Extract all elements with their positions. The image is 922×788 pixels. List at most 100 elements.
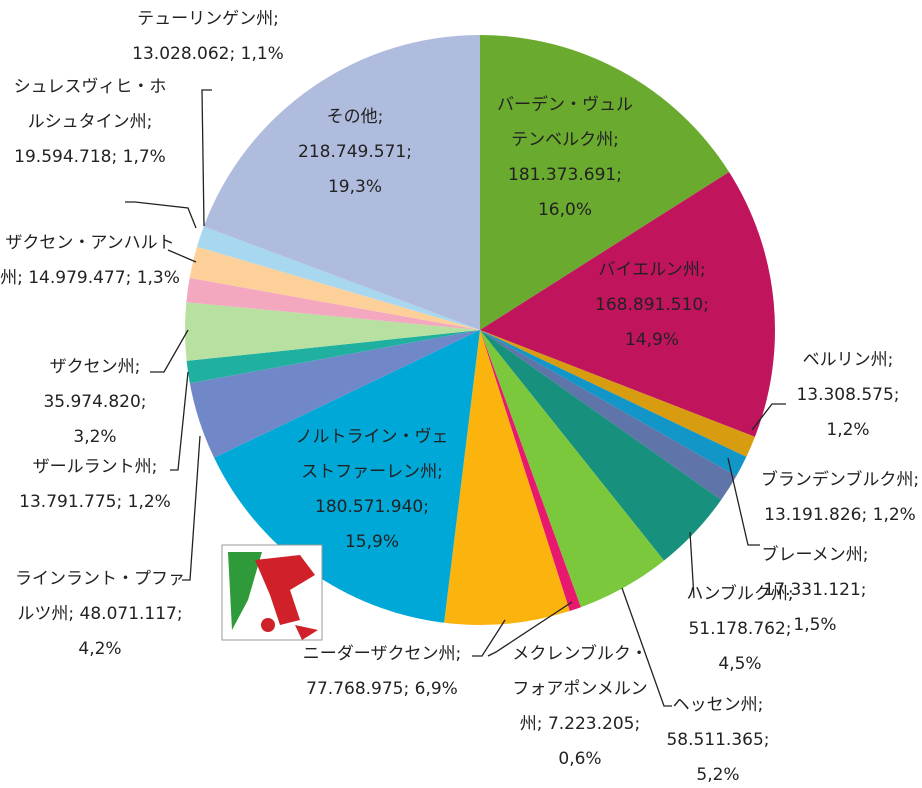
- leader-line: [621, 587, 672, 707]
- data-label: ブランデンブルク州; 13.191.826; 1,2%: [755, 463, 922, 533]
- value-label: 180.571.940: [315, 497, 424, 517]
- separator: ;: [423, 497, 429, 517]
- leader-line: [182, 435, 201, 581]
- data-label: ハンブルク州; 51.178.762; 4,5%: [670, 577, 810, 682]
- pie: [184, 34, 775, 625]
- category-name: ベルリン州: [802, 350, 888, 370]
- pie-slice: [444, 330, 570, 625]
- leader-line: [487, 601, 573, 657]
- category-name: メクレンブルク・フォアポンメルン州: [512, 644, 648, 734]
- percent-label: 4,2%: [78, 639, 122, 659]
- separator: ;: [536, 714, 543, 734]
- data-label: テューリンゲン州; 13.028.062; 1,1%: [128, 2, 288, 72]
- value-label: 19.594.718: [14, 147, 112, 167]
- separator: ;: [861, 505, 868, 525]
- percent-label: 1,1%: [240, 44, 284, 64]
- separator: ;: [699, 260, 706, 280]
- percent-label: 3,2%: [73, 427, 117, 447]
- percent-label: 1,2%: [872, 505, 916, 525]
- separator: ;: [787, 584, 794, 604]
- separator: ;: [176, 604, 183, 624]
- separator: ;: [146, 112, 153, 132]
- separator: ;: [616, 165, 622, 185]
- separator: ;: [125, 268, 132, 288]
- value-label: 51.178.762: [688, 619, 786, 639]
- data-label: ノルトライン・ヴェストファーレン州; 180.571.940; 15,9%: [290, 420, 455, 560]
- separator: ;: [763, 730, 770, 750]
- data-label: ザクセン州; 35.974.820; 3,2%: [20, 350, 170, 455]
- percent-label: 1,2%: [127, 492, 171, 512]
- value-label: 7.223.205: [547, 714, 635, 734]
- value-label: 168.891.510: [595, 295, 704, 315]
- separator: ;: [913, 470, 920, 490]
- pie-slice: [480, 330, 747, 476]
- pie-slice: [184, 302, 480, 361]
- value-label: 13.791.775: [19, 492, 117, 512]
- separator: ;: [757, 695, 764, 715]
- percent-label: 5,2%: [696, 765, 740, 785]
- pie-slice: [203, 34, 481, 330]
- separator: ;: [887, 350, 894, 370]
- data-label: シュレスヴィヒ・ホルシュタイン州; 19.594.718; 1,7%: [10, 70, 170, 175]
- leader-line: [170, 371, 189, 471]
- pie-slice: [189, 246, 480, 330]
- leader-line: [201, 89, 212, 227]
- logo: [221, 544, 323, 641]
- leader-line: [727, 457, 760, 546]
- leader-line: [150, 329, 189, 373]
- category-name: ブレーメン州: [761, 545, 863, 565]
- value-label: 35.974.820: [43, 392, 141, 412]
- data-label: ザクセン・アンハルト州; 14.979.477; 1,3%: [0, 226, 180, 296]
- percent-label: 15,9%: [344, 532, 399, 552]
- leader-line: [689, 531, 695, 599]
- pie-slice: [480, 330, 755, 457]
- separator: ;: [406, 142, 412, 162]
- separator: ;: [17, 268, 23, 288]
- category-name: テューリンゲン州: [137, 9, 274, 29]
- separator: ;: [860, 580, 867, 600]
- logo-green: [228, 552, 262, 630]
- data-label: ヘッセン州; 58.511.365; 5,2%: [643, 688, 793, 788]
- pie-slice: [214, 330, 480, 623]
- category-name: ノルトライン・ヴェストファーレン州: [295, 427, 449, 482]
- separator: ;: [140, 392, 147, 412]
- percent-label: 1,2%: [826, 420, 870, 440]
- value-label: 17.331.121: [763, 580, 861, 600]
- category-name: ザクセン州: [49, 357, 135, 377]
- pie-slice: [480, 330, 737, 500]
- percent-label: 14,9%: [624, 330, 679, 350]
- leader-lines: [125, 89, 786, 707]
- data-label: バイエルン州; 168.891.510; 14,9%: [582, 253, 722, 358]
- separator: ;: [613, 130, 619, 150]
- category-name: その他: [326, 107, 378, 127]
- separator: ;: [273, 9, 279, 29]
- value-label: 13.191.826: [764, 505, 862, 525]
- pie-slice: [186, 330, 480, 384]
- separator: ;: [151, 457, 158, 477]
- value-label: 181.373.691: [508, 165, 617, 185]
- leader-line: [167, 249, 197, 263]
- pie-slice: [480, 35, 730, 330]
- category-name: ブランデンブルク州: [760, 470, 914, 490]
- logo-mark: [295, 625, 318, 640]
- data-label: その他; 218.749.571; 19,3%: [280, 100, 430, 205]
- separator: ;: [111, 147, 118, 167]
- percent-label: 4,5%: [718, 654, 762, 674]
- category-name: シュレスヴィヒ・ホルシュタイン州: [13, 77, 167, 132]
- category-name: バイエルン州: [598, 260, 700, 280]
- category-name: ニーダーザクセン州: [302, 644, 456, 664]
- category-name: ヘッセン州: [672, 695, 758, 715]
- value-label: 77.768.975: [306, 679, 404, 699]
- percent-label: 1,7%: [122, 147, 166, 167]
- separator: ;: [634, 714, 641, 734]
- category-name: ザールラント州: [32, 457, 152, 477]
- separator: ;: [785, 619, 792, 639]
- percent-label: 0,6%: [558, 749, 602, 769]
- separator: ;: [134, 357, 141, 377]
- percent-label: 19,3%: [327, 177, 382, 197]
- pie-slice: [480, 330, 722, 561]
- separator: ;: [377, 107, 384, 127]
- percent-label: 16,0%: [537, 200, 592, 220]
